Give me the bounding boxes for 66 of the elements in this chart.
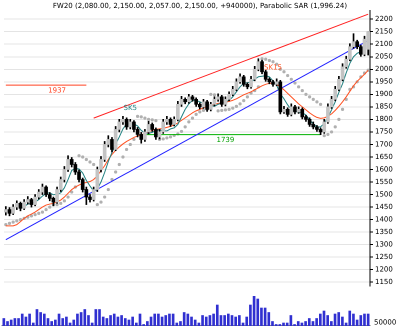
bar (153, 314, 156, 326)
bar (186, 314, 190, 326)
bar (252, 296, 256, 326)
bar (194, 320, 197, 326)
bar (168, 314, 171, 326)
bar (230, 315, 234, 326)
bar (20, 314, 24, 326)
bar (164, 315, 168, 326)
bar (124, 318, 127, 326)
bar (238, 315, 241, 326)
bar (223, 315, 226, 326)
bar (58, 314, 60, 326)
bar (112, 314, 116, 326)
bar (39, 312, 42, 326)
bar (363, 314, 366, 326)
bar (76, 314, 79, 326)
bar (157, 314, 160, 326)
bar (352, 314, 355, 326)
bar (94, 309, 98, 326)
bar (36, 309, 38, 326)
bar (42, 314, 46, 326)
bar (359, 315, 362, 326)
bar (6, 321, 9, 326)
bar (216, 304, 219, 326)
bar (128, 320, 130, 326)
bar (264, 308, 266, 326)
bar (80, 312, 82, 326)
bar (160, 316, 164, 326)
bar (208, 315, 212, 326)
bar (234, 316, 238, 326)
bar (131, 316, 134, 326)
bar (308, 318, 311, 326)
bar (318, 314, 322, 326)
bar (334, 314, 336, 326)
bar (98, 309, 101, 326)
bar (28, 314, 31, 326)
bar (116, 316, 120, 326)
bar (204, 316, 208, 326)
bar (182, 312, 186, 326)
bar (120, 315, 123, 326)
bar (2, 318, 6, 326)
bar (172, 314, 174, 326)
bar (366, 314, 370, 326)
bar (109, 315, 112, 326)
bar (337, 312, 340, 326)
bar (106, 318, 108, 326)
bar (312, 321, 314, 326)
bar (226, 314, 230, 326)
bar (138, 314, 142, 326)
bar (304, 321, 307, 326)
bar (50, 321, 54, 326)
bar (300, 322, 304, 326)
bar (14, 318, 16, 326)
bar (83, 309, 86, 326)
bar (296, 321, 300, 326)
bar (10, 320, 13, 326)
bar (150, 316, 152, 326)
bar (322, 310, 326, 326)
bar (290, 315, 292, 326)
bar (201, 315, 204, 326)
bar (65, 316, 68, 326)
bar (24, 316, 28, 326)
bar (282, 322, 285, 326)
bar (190, 316, 193, 326)
bar (256, 298, 260, 326)
bar (348, 310, 352, 326)
